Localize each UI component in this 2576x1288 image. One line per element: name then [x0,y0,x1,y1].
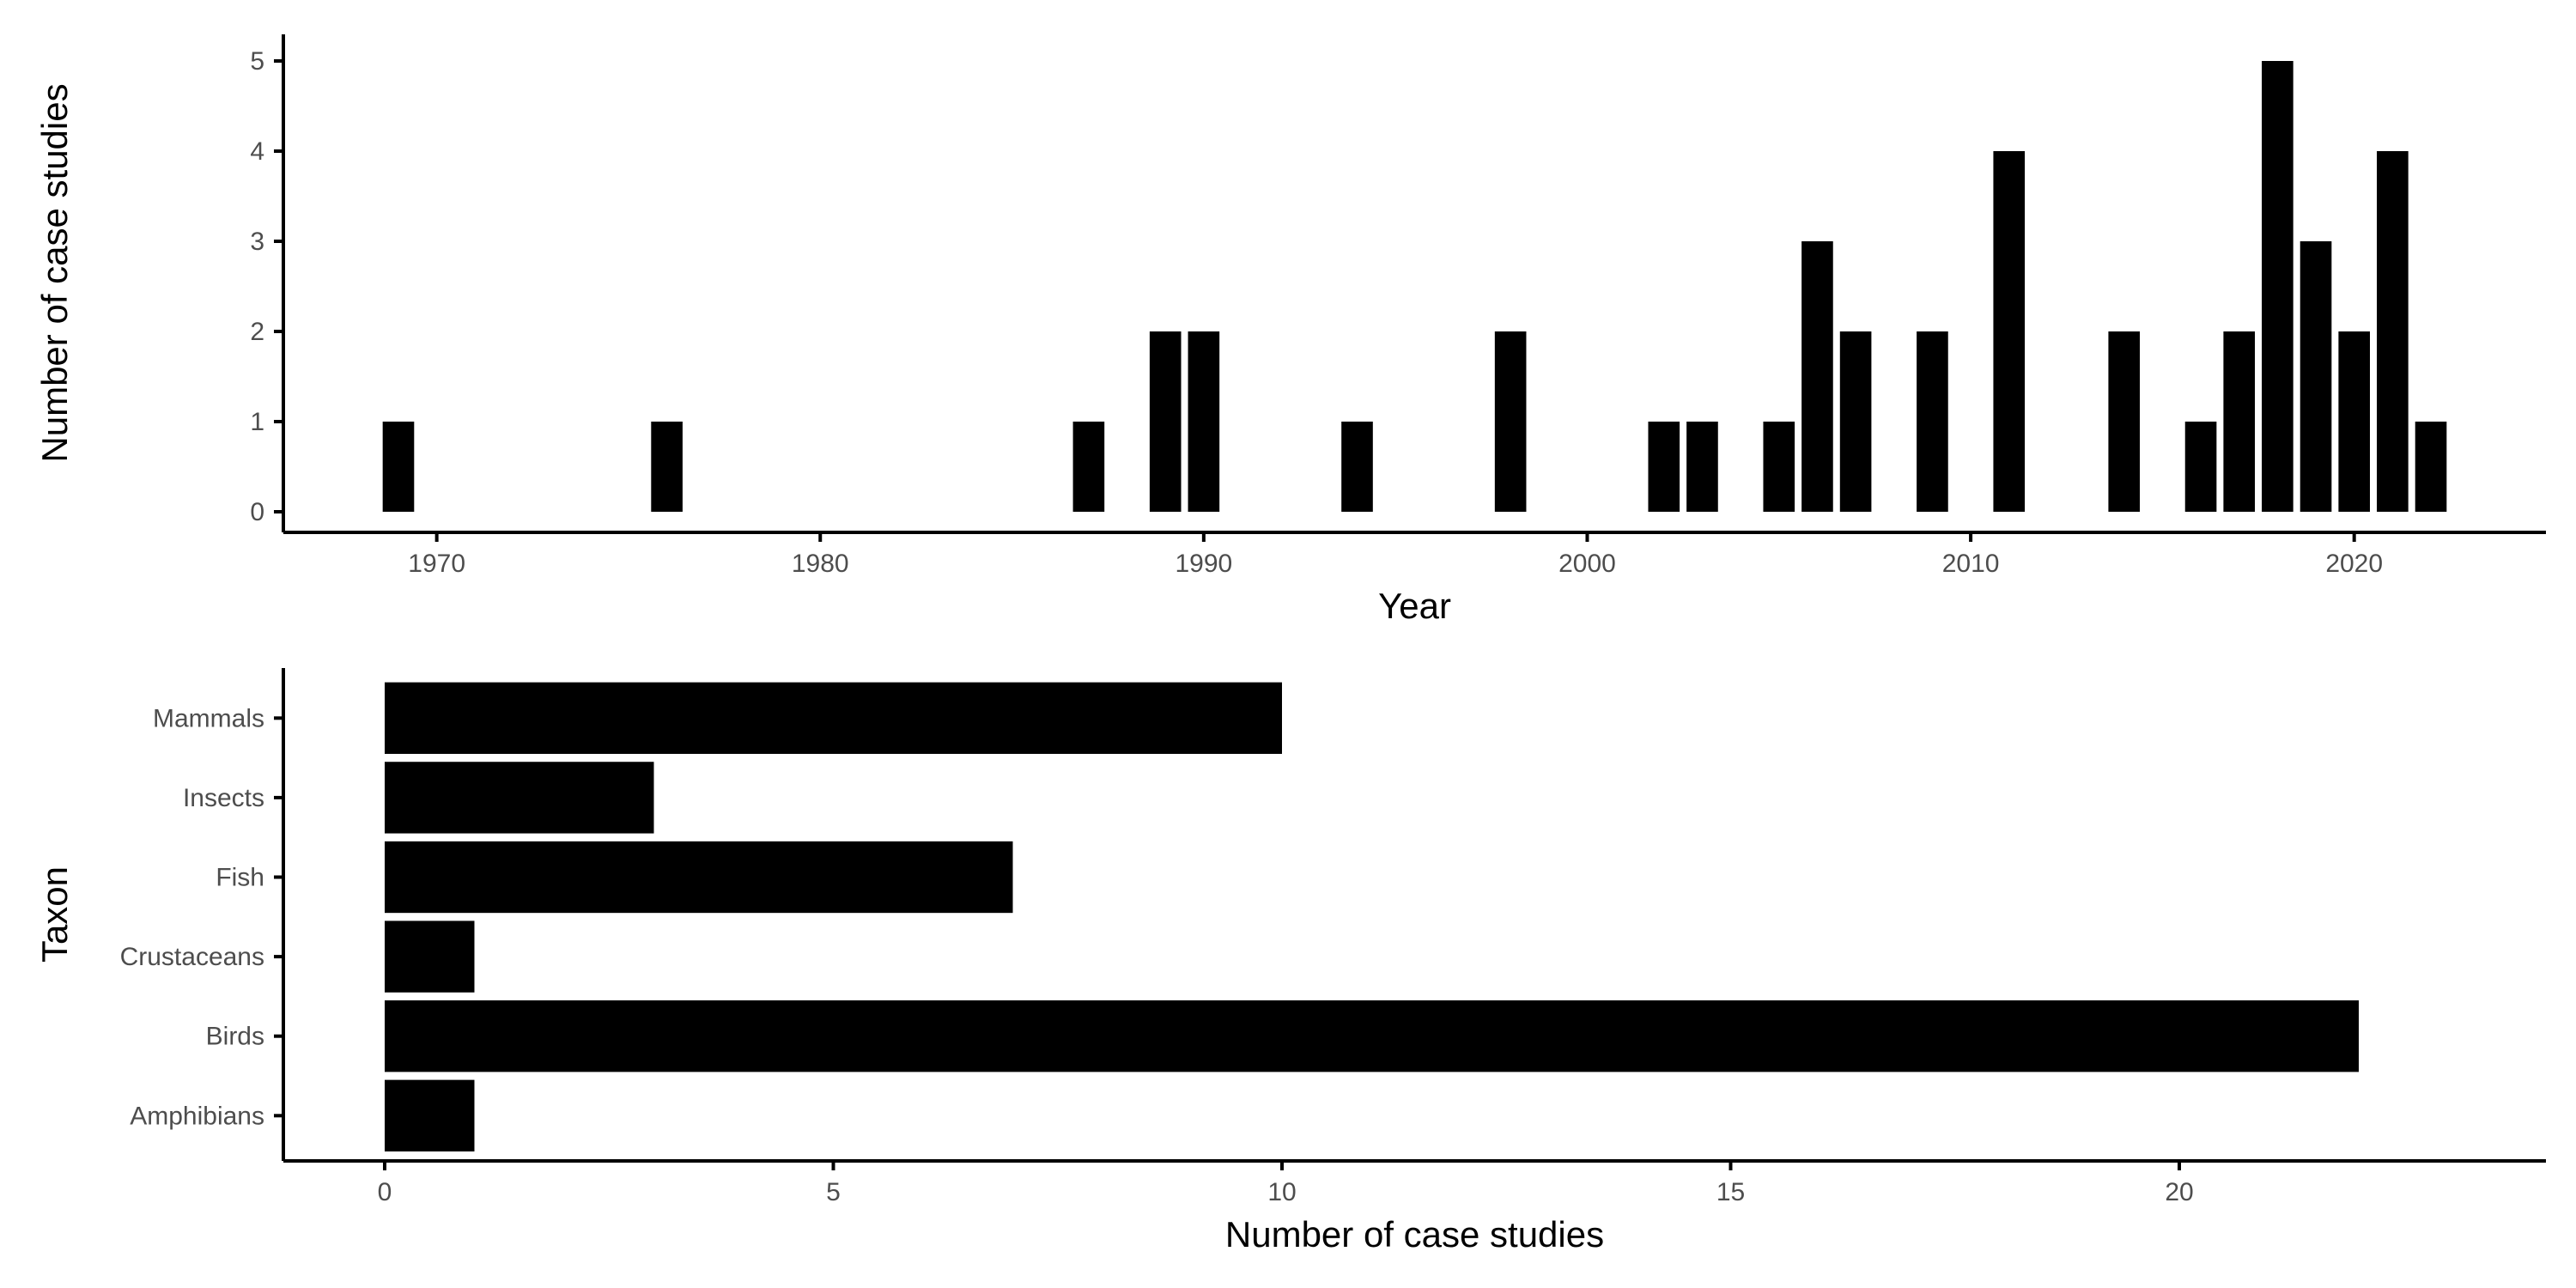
taxon-bar-fish [385,841,1013,914]
x-axis-title: Number of case studies [1225,1214,1604,1255]
taxon-label-crustaceans: Crustaceans [120,943,264,971]
y-axis-title: Taxon [34,866,75,963]
year-bar-1989 [1149,331,1182,512]
x-tick-label: 1990 [1175,550,1232,578]
taxon-bar-amphibians [385,1079,475,1151]
year-histogram-panel: 0 1 2 3 4 5 1970 1980 1990 2000 2010 2020 Year Num… [34,34,2546,626]
x-tick-label: 2020 [2325,550,2383,578]
taxon-label-birds: Birds [206,1023,264,1051]
year-bar-2002 [1648,422,1680,512]
year-bar-2003 [1686,422,1718,512]
taxon-axis-ticks: Amphibians Birds Crustaceans Fish Insects Mam… [120,704,283,1130]
year-bar-2006 [1801,241,1833,512]
x-tick-label: 20 [2165,1178,2193,1206]
taxon-bar-birds [385,1000,2359,1072]
year-bar-2016 [2184,422,2217,512]
year-bar-2014 [2108,331,2141,512]
year-bar-1990 [1188,331,1220,512]
x-tick-label: 0 [378,1178,392,1206]
x-axis-ticks: 1970 1980 1990 2000 2010 2020 [408,532,2383,578]
x-tick-label: 1970 [408,550,465,578]
count-axis-ticks: 0 5 10 15 20 [378,1161,2194,1206]
year-bar-2019 [2300,241,2332,512]
y-tick-label: 2 [250,318,264,346]
taxon-label-insects: Insects [183,784,264,812]
year-bar-2018 [2262,61,2293,512]
y-tick-label: 1 [250,408,264,436]
year-bar-1976 [651,422,683,512]
x-tick-label: 1980 [792,550,849,578]
taxon-bar-crustaceans [385,920,475,993]
x-tick-label: 5 [826,1178,841,1206]
taxon-label-amphibians: Amphibians [130,1102,264,1130]
taxon-label-mammals: Mammals [153,704,264,732]
x-axis-title: Year [1378,586,1451,626]
year-bar-2021 [2377,151,2409,512]
y-axis-title: Number of case studies [34,83,75,462]
x-tick-label: 2000 [1558,550,1616,578]
y-tick-label: 3 [250,228,264,256]
taxon-bar-insects [385,762,654,834]
x-tick-label: 2010 [1942,550,2000,578]
y-tick-label: 5 [250,47,264,76]
year-bar-2011 [1993,151,2026,512]
year-bar-2007 [1839,331,1872,512]
taxon-bar-mammals [385,682,1282,754]
year-bar-2009 [1917,331,1948,512]
year-bar-2017 [2223,331,2256,512]
x-tick-label: 15 [1716,1178,1745,1206]
x-tick-label: 10 [1267,1178,1296,1206]
year-bar-1987 [1072,422,1105,512]
y-tick-label: 0 [250,498,264,526]
year-bar-2005 [1763,422,1795,512]
taxon-bars [385,682,2359,1151]
year-bar-1998 [1494,331,1527,512]
taxon-bar-panel: Amphibians Birds Crustaceans Fish Insects Mam… [34,668,2546,1255]
y-axis-ticks: 0 1 2 3 4 5 [250,47,283,526]
taxon-label-fish: Fish [216,864,264,892]
year-bar-2020 [2338,331,2371,512]
year-bars [382,61,2447,512]
y-tick-label: 4 [250,137,264,166]
year-bar-1969 [382,422,415,512]
year-bar-2022 [2415,422,2447,512]
year-bar-1994 [1341,422,1373,512]
